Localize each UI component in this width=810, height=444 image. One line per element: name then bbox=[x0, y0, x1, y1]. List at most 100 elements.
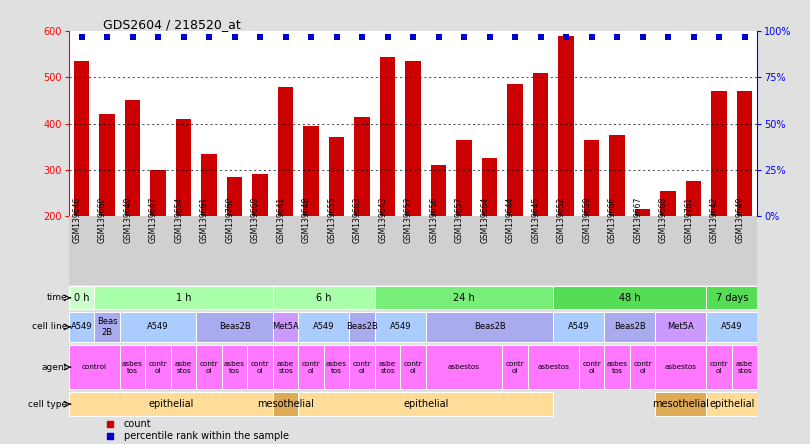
Point bbox=[509, 33, 522, 40]
Bar bbox=[196, 345, 222, 389]
Bar bbox=[69, 392, 273, 416]
Text: mesothelial: mesothelial bbox=[652, 399, 710, 409]
Text: GSM139652: GSM139652 bbox=[557, 196, 566, 242]
Text: asbestos: asbestos bbox=[448, 364, 480, 370]
Bar bbox=[635, 209, 650, 309]
Bar bbox=[120, 312, 196, 342]
Bar bbox=[120, 345, 145, 389]
Bar bbox=[69, 345, 120, 389]
Text: contr
ol: contr ol bbox=[149, 361, 168, 374]
Text: time: time bbox=[47, 293, 67, 302]
Text: contr
ol: contr ol bbox=[403, 361, 423, 374]
Text: cell line: cell line bbox=[32, 322, 67, 331]
Point bbox=[585, 33, 598, 40]
Text: A549: A549 bbox=[390, 322, 411, 331]
Bar bbox=[528, 345, 579, 389]
Bar bbox=[196, 312, 273, 342]
Text: contr
ol: contr ol bbox=[505, 361, 525, 374]
Bar bbox=[431, 165, 446, 309]
Text: GSM139669: GSM139669 bbox=[251, 196, 260, 242]
Point bbox=[738, 33, 751, 40]
Bar bbox=[273, 392, 298, 416]
Text: GSM139668: GSM139668 bbox=[659, 196, 668, 242]
Text: cell type: cell type bbox=[28, 400, 67, 408]
Point bbox=[560, 33, 573, 40]
Text: GSM139645: GSM139645 bbox=[531, 196, 540, 242]
Bar bbox=[655, 312, 706, 342]
Bar bbox=[482, 158, 497, 309]
Text: GSM139659: GSM139659 bbox=[582, 196, 591, 242]
Text: asbes
tos: asbes tos bbox=[224, 361, 245, 374]
Point bbox=[636, 33, 649, 40]
Text: GSM139761: GSM139761 bbox=[684, 196, 693, 242]
Bar bbox=[145, 345, 171, 389]
Bar bbox=[100, 114, 115, 309]
Bar bbox=[375, 286, 553, 309]
Text: 48 h: 48 h bbox=[619, 293, 641, 303]
Bar bbox=[355, 117, 369, 309]
Text: epithelial: epithelial bbox=[710, 399, 755, 409]
Bar bbox=[74, 61, 89, 309]
Text: count: count bbox=[124, 419, 151, 429]
Bar bbox=[222, 345, 247, 389]
Text: Beas2B: Beas2B bbox=[346, 322, 378, 331]
Bar bbox=[655, 345, 706, 389]
Bar bbox=[69, 286, 94, 309]
Bar bbox=[375, 345, 400, 389]
Point bbox=[126, 33, 139, 40]
Bar bbox=[584, 140, 599, 309]
Bar bbox=[655, 392, 706, 416]
Bar bbox=[533, 73, 548, 309]
Text: A549: A549 bbox=[70, 322, 92, 331]
Bar bbox=[171, 345, 196, 389]
Text: asbestos: asbestos bbox=[537, 364, 569, 370]
Text: GSM139663: GSM139663 bbox=[353, 196, 362, 242]
Point bbox=[177, 33, 190, 40]
Text: Beas
2B: Beas 2B bbox=[96, 317, 117, 337]
Bar bbox=[686, 181, 701, 309]
Point bbox=[279, 33, 292, 40]
Bar bbox=[273, 312, 298, 342]
Bar bbox=[553, 312, 604, 342]
Bar bbox=[380, 56, 395, 309]
Bar bbox=[711, 91, 727, 309]
Text: GSM139654: GSM139654 bbox=[175, 196, 184, 242]
Bar bbox=[630, 345, 655, 389]
Text: GSM139656: GSM139656 bbox=[429, 196, 438, 242]
Text: mesothelial: mesothelial bbox=[257, 399, 314, 409]
Text: asbe
stos: asbe stos bbox=[277, 361, 294, 374]
Text: contr
ol: contr ol bbox=[633, 361, 652, 374]
Bar bbox=[507, 84, 522, 309]
Text: asbes
tos: asbes tos bbox=[326, 361, 347, 374]
Text: GSM139646: GSM139646 bbox=[73, 196, 82, 242]
Text: asbe
stos: asbe stos bbox=[736, 361, 753, 374]
Bar bbox=[604, 345, 630, 389]
Text: asbes
tos: asbes tos bbox=[122, 361, 143, 374]
Bar bbox=[457, 140, 471, 309]
Text: asbe
stos: asbe stos bbox=[175, 361, 192, 374]
Text: GSM139653: GSM139653 bbox=[404, 196, 413, 242]
Bar bbox=[298, 345, 324, 389]
Text: asbes
tos: asbes tos bbox=[607, 361, 628, 374]
Point bbox=[202, 33, 215, 40]
Point bbox=[75, 33, 88, 40]
Text: Met5A: Met5A bbox=[667, 322, 694, 331]
Point bbox=[687, 33, 700, 40]
Bar bbox=[349, 312, 375, 342]
Point bbox=[305, 33, 318, 40]
Text: 24 h: 24 h bbox=[454, 293, 475, 303]
Point bbox=[228, 33, 241, 40]
Bar bbox=[706, 392, 757, 416]
Point bbox=[611, 33, 624, 40]
Point bbox=[382, 33, 394, 40]
Bar bbox=[579, 345, 604, 389]
Bar bbox=[426, 312, 553, 342]
Bar bbox=[400, 345, 426, 389]
Text: control: control bbox=[82, 364, 107, 370]
Point bbox=[151, 33, 164, 40]
Text: GSM139667: GSM139667 bbox=[633, 196, 642, 242]
Text: GSM139660: GSM139660 bbox=[98, 196, 107, 242]
Point bbox=[407, 33, 420, 40]
Bar bbox=[375, 312, 426, 342]
Text: GSM139657: GSM139657 bbox=[455, 196, 464, 242]
